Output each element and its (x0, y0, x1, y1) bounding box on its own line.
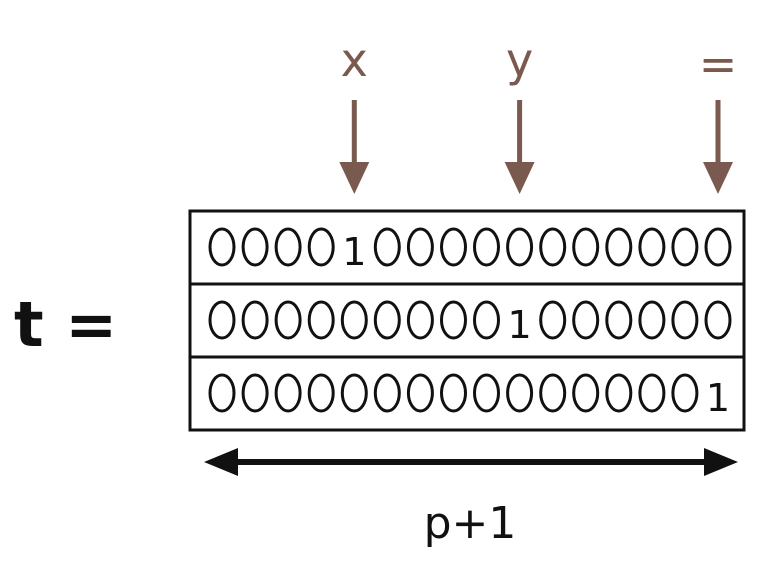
lhs-label: t = (14, 288, 117, 361)
matrix-row-3: 1 (208, 373, 730, 420)
width-label: p+1 (424, 498, 517, 549)
digit-zero (572, 227, 600, 267)
pointer-arrow-head (339, 162, 370, 194)
pointer-2: y (504, 33, 535, 194)
digit-zero (440, 373, 467, 413)
width-arrow-right-head (704, 448, 738, 476)
digit-zero (241, 227, 269, 267)
digit-zero (638, 373, 666, 413)
digit-zero (704, 300, 732, 340)
digit-zero (473, 300, 500, 340)
digit-zero (373, 373, 401, 413)
digit-zero (605, 300, 633, 340)
digit-zero (671, 227, 699, 267)
matrix-row-1: 1 (208, 227, 732, 274)
digit-zero (307, 373, 335, 413)
pointer-arrow-head (703, 162, 733, 194)
digit-one: 1 (342, 230, 366, 274)
digit-zero (373, 227, 401, 267)
pointer-label: y (506, 33, 533, 87)
pointer-arrow-head (504, 162, 535, 194)
digit-zero (539, 300, 567, 340)
digit-zero (473, 373, 500, 413)
digit-zero (307, 227, 335, 267)
digit-zero (704, 227, 732, 267)
matrix-rows: 1 1 1 (208, 227, 732, 420)
pointer-label: = (699, 37, 738, 91)
digit-zero (406, 300, 434, 340)
pointer-3: = (699, 37, 738, 194)
digit-zero (506, 227, 534, 267)
digit-zero (440, 300, 467, 340)
digit-zero (605, 373, 633, 413)
digit-one: 1 (508, 303, 532, 347)
digit-zero (440, 227, 467, 267)
digit-zero (406, 373, 434, 413)
width-arrow-left-head (204, 448, 238, 476)
digit-zero (208, 300, 236, 340)
digit-zero (274, 373, 302, 413)
digit-zero (506, 373, 534, 413)
digit-one: 1 (706, 376, 730, 420)
digit-zero (572, 373, 600, 413)
digit-zero (638, 300, 666, 340)
digit-zero (671, 373, 699, 413)
digit-zero (638, 227, 666, 267)
digit-zero (539, 373, 567, 413)
digit-zero (274, 227, 302, 267)
pointer-1: x (339, 33, 370, 194)
digit-zero (208, 227, 236, 267)
digit-zero (241, 373, 269, 413)
one-hot-matrix: 1 1 1 (188, 209, 746, 432)
digit-zero (241, 300, 269, 340)
digit-zero (406, 227, 434, 267)
digit-zero (208, 373, 236, 413)
pointer-label: x (341, 33, 368, 87)
width-arrow (204, 448, 738, 476)
digit-zero (473, 227, 500, 267)
digit-zero (572, 300, 600, 340)
matrix-border (188, 209, 746, 432)
digit-zero (274, 300, 302, 340)
digit-zero (340, 373, 368, 413)
digit-zero (340, 300, 368, 340)
pointer-arrows: x y = (339, 33, 737, 194)
digit-zero (307, 300, 335, 340)
digit-zero (605, 227, 633, 267)
digit-zero (373, 300, 401, 340)
digit-zero (671, 300, 699, 340)
digit-zero (539, 227, 567, 267)
matrix-row-2: 1 (208, 300, 732, 347)
